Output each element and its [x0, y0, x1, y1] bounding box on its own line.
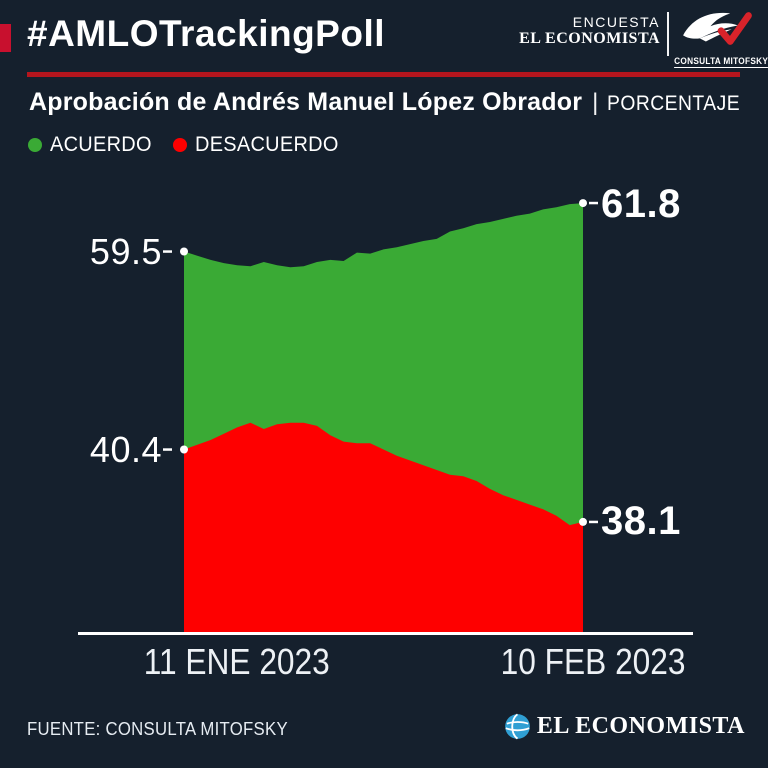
acuerdo-start-value: 59.5 — [89, 231, 162, 272]
hashtag-title: #AMLOTrackingPoll — [27, 13, 386, 54]
acuerdo-end-value: 61.8 — [601, 182, 681, 226]
chart-areas — [184, 203, 583, 632]
desacuerdo-dot-icon — [173, 138, 188, 152]
mitofsky-bird-icon — [683, 12, 752, 45]
mitofsky-logo: CONSULTA MITOFSKY — [670, 8, 768, 69]
page-title: Aprobación de Andrés Manuel López Obrado… — [29, 88, 583, 116]
desacuerdo-end-value: 38.1 — [601, 499, 681, 543]
chart-legend: ACUERDO DESACUERDO — [28, 133, 346, 157]
title-unit-label: PORCENTAJE — [607, 92, 741, 115]
source-label: FUENTE: CONSULTA MITOFSKY — [27, 719, 288, 739]
legend-desacuerdo-label: DESACUERDO — [195, 133, 339, 156]
mitofsky-name-label: CONSULTA MITOFSKY — [674, 56, 768, 68]
legend-acuerdo-label: ACUERDO — [50, 133, 152, 156]
chart-title-row: Aprobación de Andrés Manuel López Obrado… — [29, 88, 752, 117]
title-separator: | — [592, 89, 599, 116]
endpoint-markers — [163, 199, 598, 526]
header-red-rule — [27, 72, 740, 77]
red-accent-bar — [0, 24, 11, 52]
economista-name-label: EL ECONOMISTA — [536, 713, 745, 739]
economista-logo: EL ECONOMISTA — [504, 713, 745, 740]
header-divider — [667, 12, 669, 56]
brand-economista-label: EL ECONOMISTA — [519, 30, 660, 48]
legend-item-acuerdo: ACUERDO — [28, 133, 157, 157]
desacuerdo-start-value: 40.4 — [89, 429, 162, 470]
x-axis-start-label: 11 ENE 2023 — [143, 641, 331, 682]
acuerdo-dot-icon — [28, 138, 42, 152]
encuesta-brand: ENCUESTA EL ECONOMISTA — [519, 14, 660, 48]
economista-globe-icon — [505, 713, 530, 740]
legend-item-desacuerdo: DESACUERDO — [173, 133, 346, 157]
brand-encuesta-label: ENCUESTA — [572, 14, 660, 30]
x-axis-end-label: 10 FEB 2023 — [500, 641, 686, 682]
